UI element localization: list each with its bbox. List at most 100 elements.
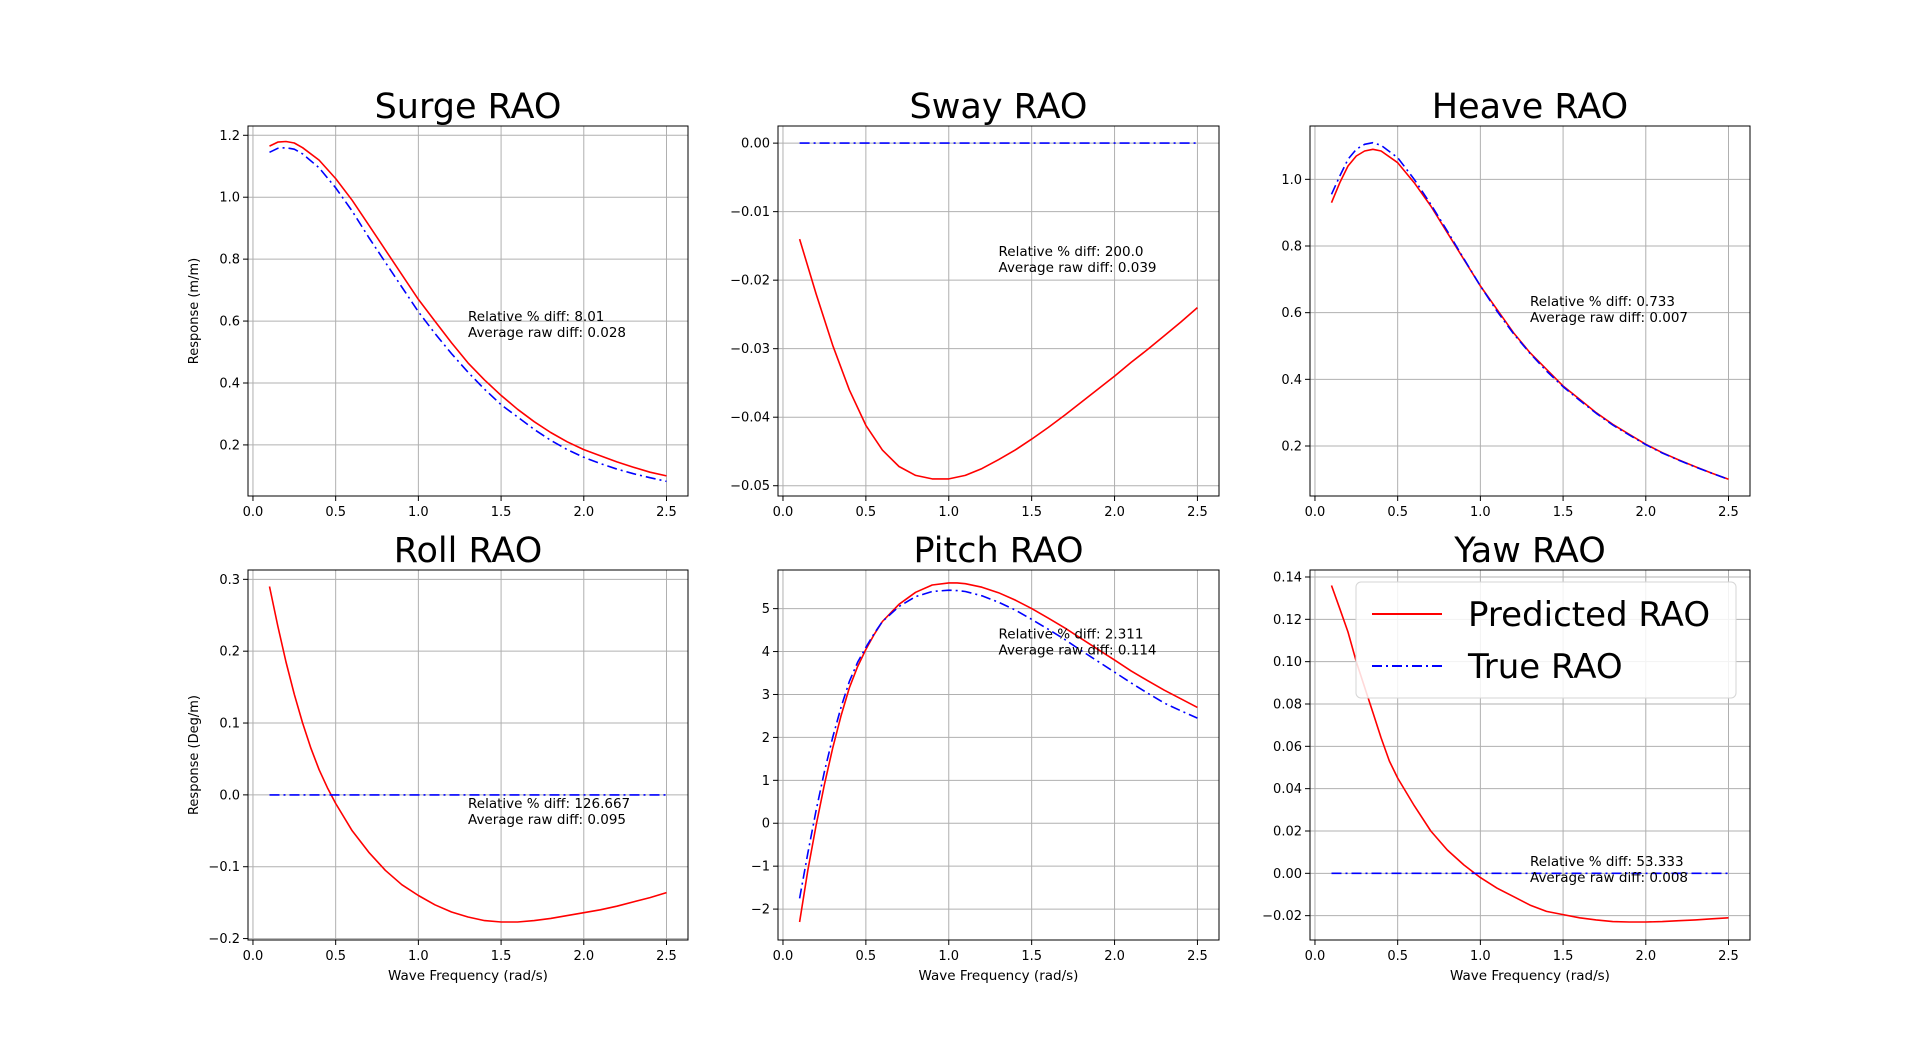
- annotation-text: Average raw diff: 0.114: [999, 643, 1157, 659]
- y-tick-label: 1.0: [219, 191, 240, 206]
- axes-frame: [1309, 569, 1751, 941]
- x-tick-label: 0.0: [773, 505, 794, 520]
- x-tick-label: 0.5: [325, 505, 346, 520]
- axes-frame: [777, 569, 1220, 941]
- sway-rao-chart: 0.0 0.5 1.0 1.5 2.0 2.5 −0.05 −0.04 −0.03 −0.02 −0…: [730, 87, 1220, 520]
- legend-predicted-label: Predicted RAO: [1468, 595, 1710, 635]
- x-tick-label: 0.5: [325, 949, 346, 964]
- x-tick-label: 1.5: [1021, 505, 1042, 520]
- axes-frame: [1309, 125, 1751, 497]
- y-tick-label: 0.0: [219, 788, 240, 803]
- x-tick-label: 0.0: [243, 949, 264, 964]
- y-tick-label: 4: [762, 645, 770, 660]
- annotation-text: Average raw diff: 0.095: [468, 812, 626, 828]
- x-tick-label: 2.0: [1104, 505, 1125, 520]
- chart-title: Pitch RAO: [913, 531, 1083, 571]
- annotation-text: Relative % diff: 53.333: [1530, 854, 1684, 870]
- y-tick-label: 0.00: [741, 137, 770, 152]
- y-tick-label: 0.3: [219, 573, 240, 588]
- chart-title: Yaw RAO: [1453, 531, 1606, 571]
- x-tick-label: 1.0: [938, 949, 959, 964]
- y-tick-label: 0.12: [1273, 613, 1302, 628]
- x-tick-label: 2.0: [1635, 505, 1656, 520]
- x-tick-label: 2.5: [1187, 505, 1208, 520]
- y-tick-label: 0.8: [219, 253, 240, 268]
- y-tick-label: 0.6: [219, 315, 240, 330]
- x-tick-label: 2.0: [573, 505, 594, 520]
- legend-box: [1355, 581, 1737, 699]
- x-tick-label: 0.0: [1305, 949, 1326, 964]
- x-tick-label: 2.5: [1187, 949, 1208, 964]
- true-rao-line: [798, 589, 1198, 899]
- x-axis-label: Wave Frequency (rad/s): [388, 968, 548, 984]
- x-tick-label: 2.0: [1104, 949, 1125, 964]
- legend: Predicted RAO True RAO: [1355, 581, 1737, 699]
- annotation-text: Relative % diff: 8.01: [468, 309, 604, 325]
- y-tick-label: −0.02: [730, 274, 770, 289]
- x-tick-label: 0.0: [773, 949, 794, 964]
- x-tick-label: 2.5: [656, 505, 677, 520]
- x-tick-label: 1.0: [408, 949, 429, 964]
- y-tick-label: 1.2: [219, 129, 240, 144]
- x-tick-label: 1.0: [1470, 949, 1491, 964]
- x-tick-label: 2.5: [1718, 505, 1739, 520]
- axes-frame: [777, 125, 1220, 497]
- y-tick-label: 0.6: [1281, 306, 1302, 321]
- true-rao-line: [1330, 141, 1729, 481]
- x-tick-label: 2.5: [656, 949, 677, 964]
- chart-title: Roll RAO: [394, 531, 543, 571]
- y-tick-label: −2: [751, 903, 770, 918]
- chart-title: Heave RAO: [1432, 87, 1628, 127]
- x-tick-label: 1.5: [1021, 949, 1042, 964]
- x-tick-label: 0.5: [1387, 505, 1408, 520]
- annotation-text: Average raw diff: 0.028: [468, 325, 626, 341]
- legend-true-label: True RAO: [1467, 647, 1623, 687]
- x-tick-label: 1.5: [1553, 949, 1574, 964]
- y-tick-label: 0.4: [219, 376, 240, 391]
- x-tick-label: 0.5: [856, 505, 877, 520]
- y-tick-label: 0.4: [1281, 373, 1302, 388]
- predicted-rao-line: [798, 238, 1198, 480]
- y-tick-label: −0.1: [208, 860, 240, 875]
- y-tick-label: 3: [762, 688, 770, 703]
- y-tick-label: −1: [751, 860, 770, 875]
- x-tick-label: 0.5: [1387, 949, 1408, 964]
- annotation-text: Average raw diff: 0.007: [1530, 310, 1688, 326]
- y-tick-label: −0.01: [730, 205, 770, 220]
- x-axis-label: Wave Frequency (rad/s): [919, 968, 1079, 984]
- x-tick-label: 2.0: [573, 949, 594, 964]
- annotation-text: Relative % diff: 2.311: [999, 627, 1144, 643]
- yaw-rao-chart: 0.0 0.5 1.0 1.5 2.0 2.5 −0.02 0.00 0.02 0.04 0.06 0…: [1262, 531, 1751, 984]
- x-tick-label: 0.5: [856, 949, 877, 964]
- annotation-text: Relative % diff: 0.733: [1530, 294, 1675, 310]
- y-tick-label: −0.2: [208, 932, 240, 947]
- surge-rao-chart: 0.0 0.5 1.0 1.5 2.0 2.5 0.2 0.4 0.6 0.8 1.0 1.2 Rela…: [187, 87, 689, 520]
- x-tick-label: 1.5: [491, 505, 512, 520]
- annotation-text: Average raw diff: 0.008: [1530, 870, 1688, 886]
- y-tick-label: 2: [762, 731, 770, 746]
- predicted-rao-line: [798, 582, 1198, 923]
- x-tick-label: 1.5: [1553, 505, 1574, 520]
- x-axis-label: Wave Frequency (rad/s): [1450, 968, 1610, 984]
- x-tick-label: 0.0: [243, 505, 264, 520]
- axes-frame: [247, 125, 689, 497]
- y-tick-label: −0.02: [1262, 909, 1302, 924]
- x-tick-label: 1.0: [1470, 505, 1491, 520]
- x-tick-label: 1.0: [938, 505, 959, 520]
- y-tick-label: 1: [762, 774, 770, 789]
- x-tick-label: 2.0: [1635, 949, 1656, 964]
- y-axis-label: Response (m/m): [187, 258, 202, 364]
- annotation-text: Average raw diff: 0.039: [999, 260, 1157, 276]
- y-tick-label: 0.2: [1281, 440, 1302, 455]
- y-tick-label: −0.05: [730, 479, 770, 494]
- heave-rao-chart: 0.0 0.5 1.0 1.5 2.0 2.5 0.2 0.4 0.6 0.8 1.0 Relativ…: [1281, 87, 1751, 520]
- y-tick-label: 0.2: [219, 645, 240, 660]
- y-tick-label: 0.06: [1273, 740, 1302, 755]
- x-tick-label: 1.5: [491, 949, 512, 964]
- y-axis-label: Response (Deg/m): [187, 695, 202, 815]
- y-tick-label: 0: [762, 817, 770, 832]
- y-tick-label: 0.8: [1281, 240, 1302, 255]
- y-tick-label: −0.04: [730, 411, 770, 426]
- y-tick-label: 0.08: [1273, 697, 1302, 712]
